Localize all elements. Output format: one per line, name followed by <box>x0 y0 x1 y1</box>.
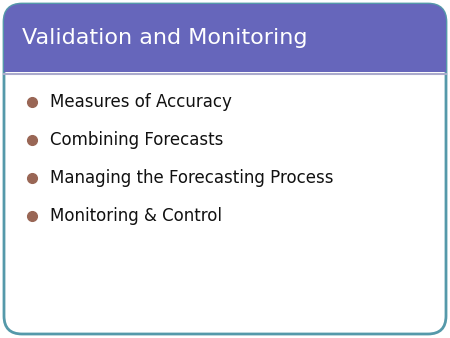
Text: Measures of Accuracy: Measures of Accuracy <box>50 93 232 111</box>
Text: Monitoring & Control: Monitoring & Control <box>50 207 222 225</box>
Text: Validation and Monitoring: Validation and Monitoring <box>22 28 307 48</box>
FancyBboxPatch shape <box>4 4 446 72</box>
Text: Managing the Forecasting Process: Managing the Forecasting Process <box>50 169 333 187</box>
FancyBboxPatch shape <box>4 4 446 334</box>
Text: Combining Forecasts: Combining Forecasts <box>50 131 223 149</box>
Bar <box>4 38 446 72</box>
